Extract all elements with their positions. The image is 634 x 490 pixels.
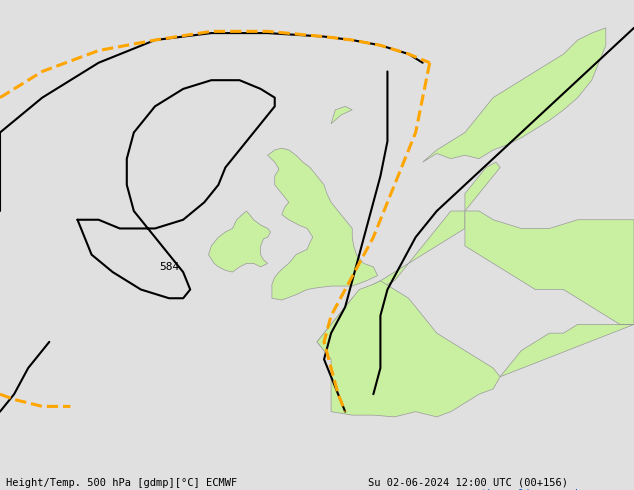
Text: 584: 584 — [159, 262, 179, 272]
Polygon shape — [331, 106, 353, 124]
Text: Height/Temp. 500 hPa [gdmp][°C] ECMWF: Height/Temp. 500 hPa [gdmp][°C] ECMWF — [6, 478, 238, 488]
Text: Su 02-06-2024 12:00 UTC (00+156): Su 02-06-2024 12:00 UTC (00+156) — [368, 478, 567, 488]
Text: ©weatheronline.co.uk: ©weatheronline.co.uk — [456, 489, 581, 490]
Polygon shape — [317, 281, 500, 417]
Polygon shape — [423, 28, 606, 162]
Polygon shape — [268, 148, 378, 300]
Polygon shape — [317, 211, 465, 350]
Polygon shape — [209, 211, 271, 272]
Polygon shape — [465, 162, 500, 211]
Polygon shape — [465, 211, 634, 377]
